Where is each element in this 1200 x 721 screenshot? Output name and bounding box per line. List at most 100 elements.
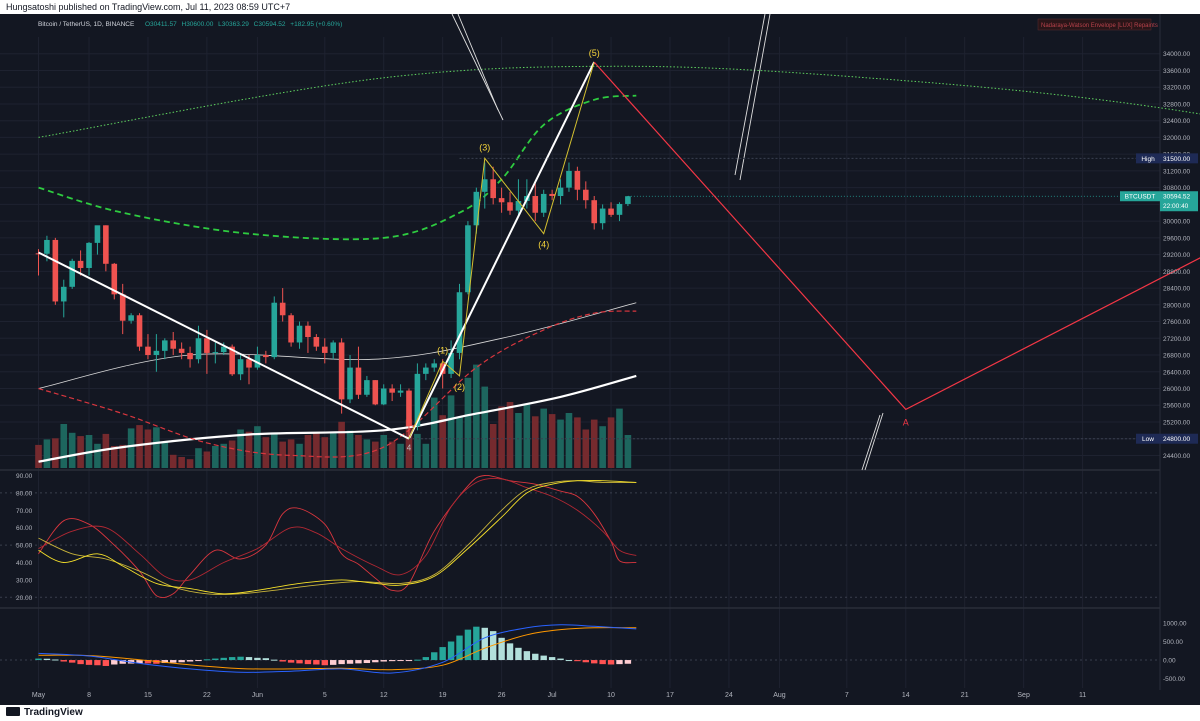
candle-body-8 — [103, 225, 109, 264]
time-tick-10: 10 — [607, 692, 615, 699]
envelope-upper — [38, 65, 1200, 138]
candle-body-40 — [372, 380, 379, 405]
trendline-0 — [38, 251, 410, 440]
candle-body-4 — [69, 260, 75, 287]
volume-bar-8 — [102, 433, 110, 468]
candle-38 — [355, 346, 362, 399]
volume-bar-14 — [153, 427, 160, 468]
macd-hist-24 — [237, 656, 244, 661]
macd-hist-60 — [540, 655, 547, 661]
candle-body-47 — [431, 363, 438, 368]
macd-hist-70 — [624, 660, 632, 664]
candle-67 — [599, 204, 606, 230]
candle-8 — [103, 225, 109, 272]
osc-tick-0: 90.00 — [16, 473, 33, 480]
candle-body-6 — [86, 242, 92, 268]
macd-tick-3: -500.00 — [1163, 676, 1185, 683]
candle-7 — [94, 225, 101, 255]
candle-13 — [145, 334, 151, 360]
time-axis[interactable]: May 8 15 22 Jun 5 12 19 26 Jul 10 17 24 Aug 7 14 21 Sep 11 — [32, 692, 1086, 699]
candle-32 — [305, 321, 311, 353]
candle-body-46 — [423, 367, 429, 374]
tradingview-brand[interactable]: TradingView — [6, 705, 83, 721]
candle-25 — [246, 355, 252, 385]
candle-body-36 — [338, 342, 345, 400]
osc-tick-6: 30.00 — [16, 577, 33, 584]
volume-bar-9 — [110, 446, 118, 468]
time-tick-17: Sep — [1017, 692, 1030, 699]
volume-bar-58 — [523, 404, 531, 468]
macd-hist-53 — [481, 627, 488, 661]
volume-bar-23 — [228, 440, 236, 468]
volume-bar-45 — [414, 433, 421, 468]
candle-33 — [313, 334, 320, 351]
price-tick-4: 32400.00 — [1163, 118, 1190, 125]
volume-bar-17 — [178, 457, 185, 468]
macd-hist-17 — [178, 660, 185, 663]
candle-24 — [237, 355, 244, 381]
volume-bar-65 — [582, 429, 590, 468]
volume-bar-19 — [195, 448, 202, 468]
candle-body-31 — [296, 325, 303, 343]
osc-tick-4: 50.00 — [16, 543, 33, 550]
candle-body-9 — [111, 263, 118, 295]
candle-body-1 — [44, 239, 50, 254]
volume-bar-67 — [599, 426, 606, 468]
candle-18 — [187, 346, 193, 368]
svg-text:O30411.57 H30600.00: O30411.57 H30600.00 L30363.29 C30594.52 … — [145, 21, 342, 28]
time-tick-9: Jul — [548, 692, 557, 699]
volume-bar-59 — [531, 416, 539, 468]
candle-body-64 — [574, 170, 581, 190]
candle-52 — [473, 187, 480, 234]
candle-body-66 — [591, 200, 598, 224]
ohlc-change: +182.95 (+0.60%) — [290, 21, 342, 28]
price-tick-22: 25200.00 — [1163, 419, 1190, 426]
volume-bar-0 — [35, 444, 42, 468]
candle-62 — [557, 179, 564, 205]
volume-bar-56 — [506, 402, 514, 468]
macd-hist-13 — [144, 660, 152, 664]
volume-bar-34 — [321, 437, 329, 468]
macd-hist-30 — [287, 660, 295, 663]
nadaraya-watson-envelope — [38, 65, 1200, 241]
candle-body-63 — [566, 170, 572, 188]
drawing-overlays — [38, 14, 1160, 471]
wave-label-a: A — [903, 417, 909, 427]
candle-29 — [279, 288, 286, 322]
candle-body-39 — [364, 380, 370, 395]
volume-bar-52 — [473, 364, 480, 468]
volume-bar-35 — [329, 431, 337, 468]
price-tick-17: 27200.00 — [1163, 336, 1190, 343]
candle-body-53 — [481, 179, 488, 192]
volume-bar-2 — [52, 438, 59, 468]
candle-57 — [515, 179, 522, 217]
price-tick-19: 26400.00 — [1163, 369, 1190, 376]
price-axis[interactable]: 34000.00 33600.00 33200.00 32800.00 32400.00… — [1120, 51, 1198, 683]
candle-body-50 — [456, 292, 463, 353]
candle-60 — [540, 189, 547, 217]
candle-3 — [60, 279, 67, 318]
volume-bar-26 — [254, 426, 261, 468]
macd-hist-35 — [330, 660, 337, 665]
macd-hist-6 — [85, 660, 93, 665]
btc-chart[interactable]: 4(1)(2)(3)(4)(5)AB 90.0080.0070.0060.005… — [0, 14, 1200, 705]
candle-body-62 — [557, 187, 564, 197]
time-tick-16: 21 — [961, 692, 969, 699]
macd-hist-69 — [616, 660, 623, 665]
ohlc-low: L30363.29 — [218, 21, 249, 28]
candle-9 — [111, 262, 118, 300]
candle-15 — [162, 338, 168, 360]
osc-line-red_fast — [38, 474, 637, 599]
macd-hist-40 — [372, 660, 379, 663]
candle-10 — [119, 283, 126, 335]
high-label-tag: High — [1141, 156, 1155, 163]
candle-54 — [490, 166, 496, 205]
brand-text: TradingView — [24, 707, 83, 718]
candle-51 — [465, 221, 471, 295]
indicator-badge-box[interactable] — [1037, 18, 1152, 31]
price-tick-8: 30800.00 — [1163, 185, 1190, 192]
volume-bar-66 — [590, 419, 598, 468]
candle-16 — [170, 332, 177, 356]
candle-66 — [591, 196, 598, 230]
candle-26 — [254, 346, 261, 370]
